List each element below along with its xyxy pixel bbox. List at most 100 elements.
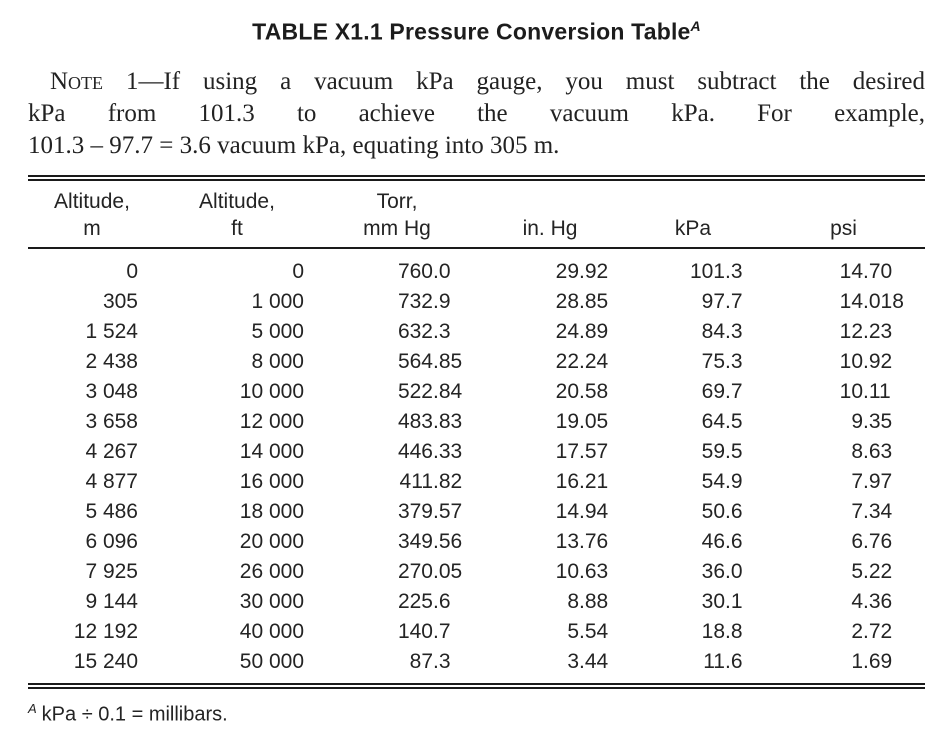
table-cell: 13.76 <box>555 529 609 553</box>
table-cell: 28.85 <box>555 289 609 313</box>
column-header: psi <box>762 180 925 249</box>
table-cell: 3 048 <box>85 379 138 403</box>
table-cell: 5 000 <box>251 319 304 343</box>
table-cell: 2.72 <box>851 619 893 643</box>
table-cell: 6.76 <box>851 529 893 553</box>
table-cell: 14.70 <box>839 259 893 283</box>
table-cell: 1 524 <box>85 319 138 343</box>
table-cell: 483.83 <box>397 409 463 433</box>
table-cell: 7.97 <box>851 469 893 493</box>
table-row: 15 240 50 000 87.3 3.44 11.6 1.69 <box>28 647 925 683</box>
table-cell: 305 <box>102 289 138 313</box>
table-row: 3 658 12 000 483.83 19.05 64.5 9.35 <box>28 407 925 437</box>
table-cell: 36.0 <box>701 559 743 583</box>
table-cell: 140.7 <box>397 619 451 643</box>
table-row: 9 144 30 000 225.6 8.88 30.1 4.36 <box>28 587 925 617</box>
table-cell: 11.6 <box>703 649 743 673</box>
table-cell: 64.5 <box>701 409 743 433</box>
table-cell: 225.6 <box>397 589 451 613</box>
table-cell: 379.57 <box>397 499 463 523</box>
table-cell: 40 000 <box>239 619 304 643</box>
table-cell: 101.3 <box>689 259 743 283</box>
table-cell: 87.3 <box>409 649 451 673</box>
column-header: in. Hg <box>476 180 624 249</box>
table-cell: 10.92 <box>839 349 893 373</box>
column-header: Torr, mm Hg <box>318 180 476 249</box>
note-paragraph: Note 1—If using a vacuum kPa gauge, you … <box>28 66 925 162</box>
table-title-text: TABLE X1.1 Pressure Conversion Table <box>252 18 691 45</box>
table-cell: 0 <box>126 259 138 283</box>
table-cell: 30 000 <box>239 589 304 613</box>
table-header: Altitude, m Altitude, ft Torr, mm Hg in. Hg kPa… <box>28 180 925 249</box>
table-cell: 24.89 <box>555 319 609 343</box>
table-cell: 10.63 <box>555 559 609 583</box>
note-line-2: kPa from 101.3 to achieve the vacuum kPa… <box>28 99 925 127</box>
table-cell: 564.85 <box>397 349 463 373</box>
table-cell: 4 877 <box>85 469 138 493</box>
table-cell: 3.44 <box>567 649 609 673</box>
table-row: 4 877 16 000 411.82 16.21 54.9 7.97 <box>28 467 925 497</box>
column-header: Altitude, m <box>28 180 156 249</box>
table-cell: 69.7 <box>701 379 743 403</box>
table-cell: 12 000 <box>239 409 304 433</box>
table-cell: 4.36 <box>851 589 893 613</box>
table-cell: 15 240 <box>73 649 138 673</box>
table-cell: 9 144 <box>85 589 138 613</box>
table-row: 6 096 20 000 349.56 13.76 46.6 6.76 <box>28 527 925 557</box>
note-line-3: 101.3 – 97.7 = 3.6 vacuum kPa, equating … <box>28 131 560 159</box>
table-cell: 12 192 <box>73 619 138 643</box>
table-cell: 2 438 <box>85 349 138 373</box>
table-body: 0 0 760.0 29.92 101.3 14.70 305 1 000 732.9 28.85… <box>28 248 925 683</box>
table-cell: 14.94 <box>555 499 609 523</box>
table-row: 12 192 40 000 140.7 5.54 18.8 2.72 <box>28 617 925 647</box>
table-cell: 12.23 <box>839 319 893 343</box>
table-cell: 16 000 <box>239 469 304 493</box>
column-header: kPa <box>624 180 762 249</box>
table-cell: 5.22 <box>851 559 893 583</box>
table-cell: 8 000 <box>251 349 304 373</box>
footnote-text: kPa ÷ 0.1 = millibars. <box>41 703 228 726</box>
table-cell: 446.33 <box>397 439 463 463</box>
table-cell: 0 <box>292 259 304 283</box>
table-cell: 46.6 <box>701 529 743 553</box>
table-cell: 8.88 <box>567 589 609 613</box>
table-row: 4 267 14 000 446.33 17.57 59.5 8.63 <box>28 437 925 467</box>
column-header: Altitude, ft <box>156 180 318 249</box>
table-cell: 20.58 <box>555 379 609 403</box>
note-label: Note 1 <box>50 67 139 95</box>
footnote-ref: A <box>28 700 37 716</box>
table-cell: 9.35 <box>851 409 893 433</box>
table-cell: 18 000 <box>239 499 304 523</box>
table-row: 1 524 5 000 632.3 24.89 84.3 12.23 <box>28 317 925 347</box>
table-cell: 16.21 <box>555 469 609 493</box>
document-page: TABLE X1.1 Pressure Conversion TableA No… <box>28 18 925 727</box>
table-cell: 4 267 <box>85 439 138 463</box>
table-cell: 270.05 <box>397 559 463 583</box>
table-title: TABLE X1.1 Pressure Conversion TableA <box>28 18 925 46</box>
table-cell: 26 000 <box>239 559 304 583</box>
table-cell: 10.11 <box>839 379 891 403</box>
table-header-row: Altitude, m Altitude, ft Torr, mm Hg in. Hg kPa… <box>28 180 925 249</box>
table-cell: 8.63 <box>851 439 893 463</box>
table-cell: 54.9 <box>701 469 743 493</box>
table-cell: 760.0 <box>397 259 451 283</box>
table-bottom-rule <box>28 682 925 689</box>
table-cell: 30.1 <box>701 589 743 613</box>
table-cell: 14 000 <box>239 439 304 463</box>
table-cell: 22.24 <box>555 349 609 373</box>
table-cell: 97.7 <box>701 289 743 313</box>
table-row: 2 438 8 000 564.85 22.24 75.3 10.92 <box>28 347 925 377</box>
table-cell: 14.018 <box>839 289 904 313</box>
table-cell: 522.84 <box>397 379 463 403</box>
table-cell: 632.3 <box>397 319 451 343</box>
table-cell: 6 096 <box>85 529 138 553</box>
table-cell: 50.6 <box>701 499 743 523</box>
table-cell: 5 486 <box>85 499 138 523</box>
table-top-rule <box>28 174 925 181</box>
table-cell: 84.3 <box>701 319 743 343</box>
table-row: 7 925 26 000 270.05 10.63 36.0 5.22 <box>28 557 925 587</box>
table-row: 3 048 10 000 522.84 20.58 69.7 10.11 <box>28 377 925 407</box>
note-line-1: Note 1—If using a vacuum kPa gauge, you … <box>28 66 925 98</box>
table-cell: 75.3 <box>701 349 743 373</box>
